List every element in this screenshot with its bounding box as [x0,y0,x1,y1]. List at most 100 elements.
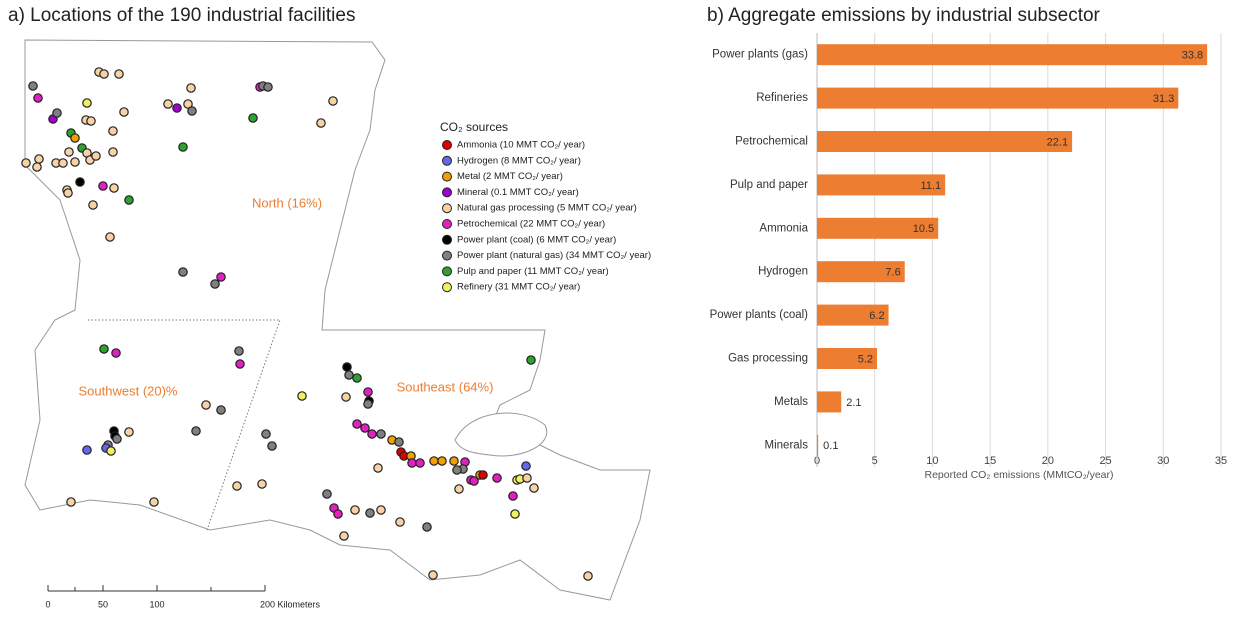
facility-dot [454,484,464,494]
facility-dot [522,473,532,483]
facility-dot [363,387,373,397]
facility-dot [529,483,539,493]
facility-dot [91,151,101,161]
facility-dot [510,509,520,519]
facility-dot [178,267,188,277]
facility-dot [108,147,118,157]
facility-dot [407,458,417,468]
legend-swatch [442,155,452,166]
facility-dot [492,473,502,483]
facility-dot [86,116,96,126]
facility-dot [216,272,226,282]
value-label: 2.1 [846,397,861,409]
facility-dot [163,99,173,109]
facility-dot [352,419,362,429]
scale-label: 200 Kilometers [260,599,321,609]
facility-dot [32,162,42,172]
chart-title: b) Aggregate emissions by industrial sub… [707,5,1101,26]
facility-dot [235,359,245,369]
facility-dot [64,147,74,157]
region-label: North (16%) [252,195,322,210]
facility-dot [82,445,92,455]
x-tick-label: 20 [1042,455,1054,467]
facility-dot [63,188,73,198]
facility-dot [376,505,386,515]
facility-dot [99,344,109,354]
facility-dot [70,133,80,143]
facility-dot [429,456,439,466]
value-label: 33.8 [1182,50,1203,62]
value-label: 31.3 [1153,93,1174,105]
facility-dot [28,81,38,91]
y-tick-label: Gas processing [728,353,808,365]
facility-dot [33,93,43,103]
value-label: 22.1 [1047,136,1068,148]
facility-dot [21,158,31,168]
legend-swatch [442,282,452,293]
y-tick-label: Refineries [756,92,808,104]
facility-dot [263,82,273,92]
y-tick-label: Minerals [765,439,809,451]
facility-dot [75,177,85,187]
legend-label: Petrochemical (22 MMT CO₂/ year) [457,219,605,230]
facility-dot [99,69,109,79]
facility-dot [108,126,118,136]
legend-label: Power plant (coal) (6 MMT CO₂/ year) [457,234,616,245]
facility-dot [34,154,44,164]
y-tick-label: Metals [774,396,808,408]
legend-label: Mineral (0.1 MMT CO₂/ year) [457,187,579,198]
x-tick-label: 35 [1215,455,1227,467]
facility-dot [187,106,197,116]
facility-dot [350,505,360,515]
bar [817,174,946,196]
y-tick-label: Pulp and paper [730,179,808,191]
facility-dot [178,142,188,152]
facility-dot [186,83,196,93]
facility-dot [114,69,124,79]
bar [817,131,1073,152]
legend-swatch [442,203,452,214]
facility-dot [248,113,258,123]
facility-dot [105,232,115,242]
scale-label: 0 [45,599,50,609]
value-label: 6.2 [869,310,884,322]
region-border [88,319,281,531]
legend-title: CO₂ sources [440,120,508,134]
facility-dot [210,279,220,289]
map: a) Locations of the 190 industrial facil… [8,5,651,609]
facility-dot [119,107,129,117]
facility-dot [333,509,343,519]
facility-dot [124,427,134,437]
facility-dot [365,508,375,518]
bar [817,434,819,456]
value-label: 0.1 [823,440,838,452]
y-tick-label: Power plants (gas) [712,49,808,61]
facility-dot [267,441,277,451]
bar [817,391,842,413]
legend-swatch [442,234,452,245]
value-label: 10.5 [913,223,934,235]
facility-dot [422,522,432,532]
bar [817,348,878,369]
facility-dot [232,481,242,491]
facility-dot [58,158,68,168]
facility-dot [437,456,447,466]
facility-dot [328,96,338,106]
facility-dot [111,348,121,358]
x-axis-title: Reported CO₂ emissions (MMtCO₂/year) [924,469,1113,481]
bar [817,44,1208,66]
facility-dot [297,391,307,401]
facility-dot [149,497,159,507]
facility-dot [508,491,518,501]
facility-dot [70,157,80,167]
legend-swatch [442,266,452,277]
legend-label: Metal (2 MMT CO₂/ year) [457,171,563,182]
legend-label: Natural gas processing (5 MMT CO₂/ year) [457,203,637,214]
legend-swatch [442,219,452,229]
facility-dot [339,531,349,541]
facility-dot [415,458,425,468]
facility-dot [88,200,98,210]
legend-swatch [442,250,452,261]
facility-dot [191,426,201,436]
legend-swatch [442,171,452,182]
